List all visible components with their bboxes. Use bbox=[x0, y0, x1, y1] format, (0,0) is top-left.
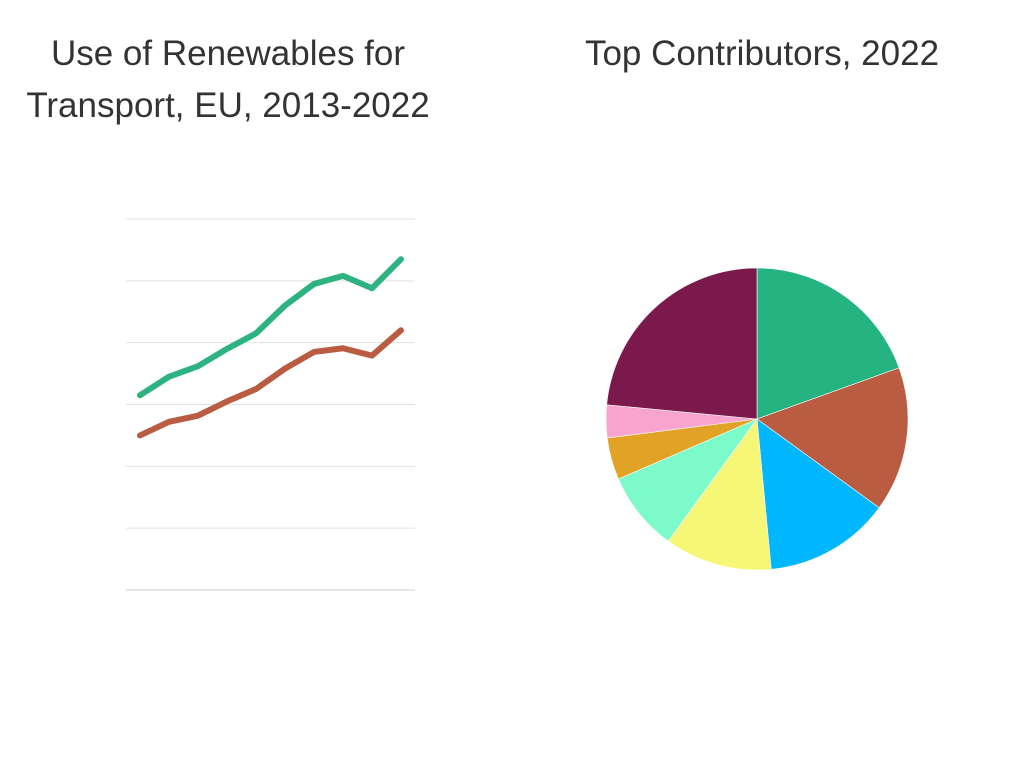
series-line-2 bbox=[137, 327, 404, 439]
pie-slices bbox=[605, 267, 909, 571]
pie-slice-1 bbox=[756, 267, 900, 420]
pie-slice-8 bbox=[606, 267, 758, 420]
pie-chart-plot bbox=[605, 267, 909, 571]
line-chart-panel: Use of Renewables for Transport, EU, 201… bbox=[0, 0, 456, 768]
pie-slice-4 bbox=[667, 418, 772, 571]
gridlines bbox=[126, 218, 415, 591]
line-chart-plot bbox=[126, 218, 415, 591]
series-line-1 bbox=[137, 256, 404, 399]
pie-slice-2 bbox=[756, 367, 909, 509]
line-chart-title-line-2: Transport, EU, 2013-2022 bbox=[26, 86, 430, 125]
pie-slice-3 bbox=[756, 418, 880, 570]
line-chart-title-line-1: Use of Renewables for bbox=[50, 34, 406, 73]
line-chart-title: Use of Renewables for Transport, EU, 201… bbox=[0, 28, 456, 132]
pie-chart-title: Top Contributors, 2022 bbox=[584, 34, 940, 73]
pie-chart-panel: Top Contributors, 2022 bbox=[512, 0, 1012, 768]
